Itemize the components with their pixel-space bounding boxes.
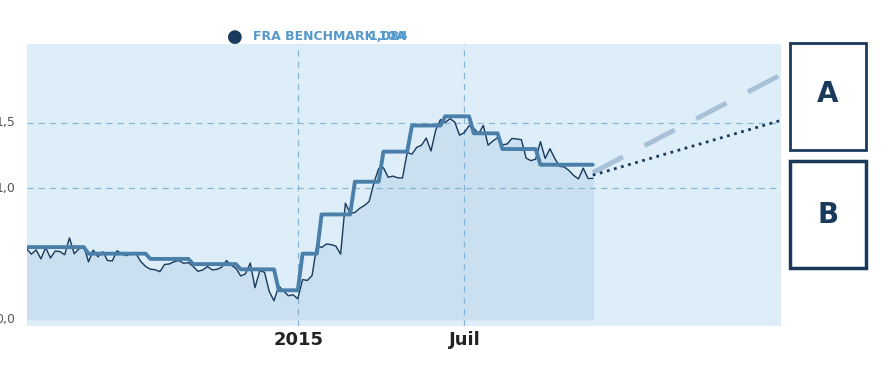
- Text: 1,5: 1,5: [0, 117, 15, 130]
- Text: 1,0: 1,0: [0, 182, 15, 195]
- Text: ●: ●: [227, 28, 243, 46]
- Text: 1,084: 1,084: [369, 30, 408, 44]
- Text: 0,0: 0,0: [0, 313, 15, 326]
- Text: B: B: [818, 201, 838, 229]
- Text: A: A: [817, 80, 839, 108]
- Text: FRA BENCHMARK 10A: FRA BENCHMARK 10A: [253, 30, 406, 44]
